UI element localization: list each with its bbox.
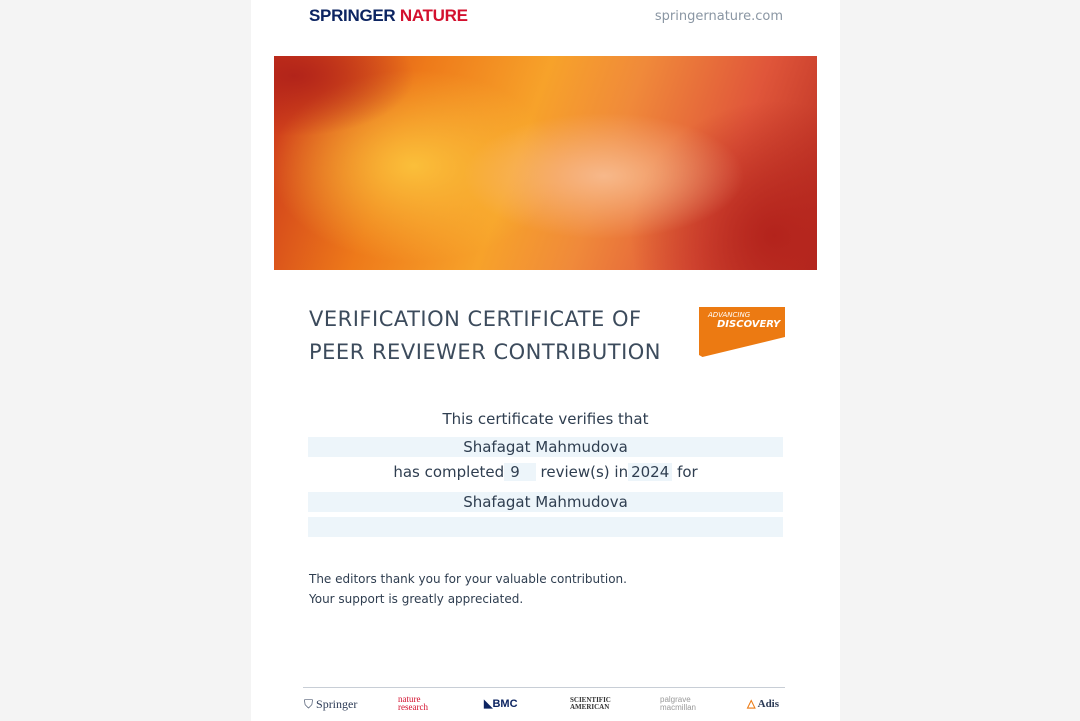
certificate-page: SPRINGER NATURE springernature.com VERIF… — [251, 0, 840, 721]
nature-research-logo: nature research — [398, 694, 428, 712]
adis-logo: △ Adis — [747, 698, 780, 710]
springer-nature-logo: SPRINGER NATURE — [309, 6, 468, 25]
bmc-logo: ◣BMC — [484, 698, 518, 710]
reviewer-name-field — [308, 437, 783, 457]
footer-divider — [303, 687, 785, 688]
review-count: 9 — [504, 463, 536, 481]
intro-text: This certificate verifies that — [442, 410, 649, 428]
scientific-american-logo: SCIENTIFIC AMERICAN — [570, 696, 611, 711]
canyon-banner-image — [274, 56, 817, 270]
palgrave-macmillan-logo: palgrave macmillan — [660, 695, 697, 712]
certificate-title: VERIFICATION CERTIFICATE OF PEER REVIEWE… — [309, 307, 662, 364]
extra-field — [308, 517, 783, 537]
reviewer-name: Shafagat Mahmudova — [463, 438, 628, 456]
springer-logo: ⛉ Springer — [304, 697, 358, 711]
advancing-discovery-badge: ADVANCING DISCOVERY — [699, 307, 785, 357]
thanks-text: The editors thank you for your valuable … — [309, 572, 627, 606]
journal-name: Shafagat Mahmudova — [463, 493, 628, 511]
website-link[interactable]: springernature.com — [654, 9, 783, 24]
year: 2024 — [628, 463, 673, 481]
journal-field — [308, 492, 783, 512]
completed-line: has completed 9 review(s) in 2024 for — [393, 463, 698, 481]
